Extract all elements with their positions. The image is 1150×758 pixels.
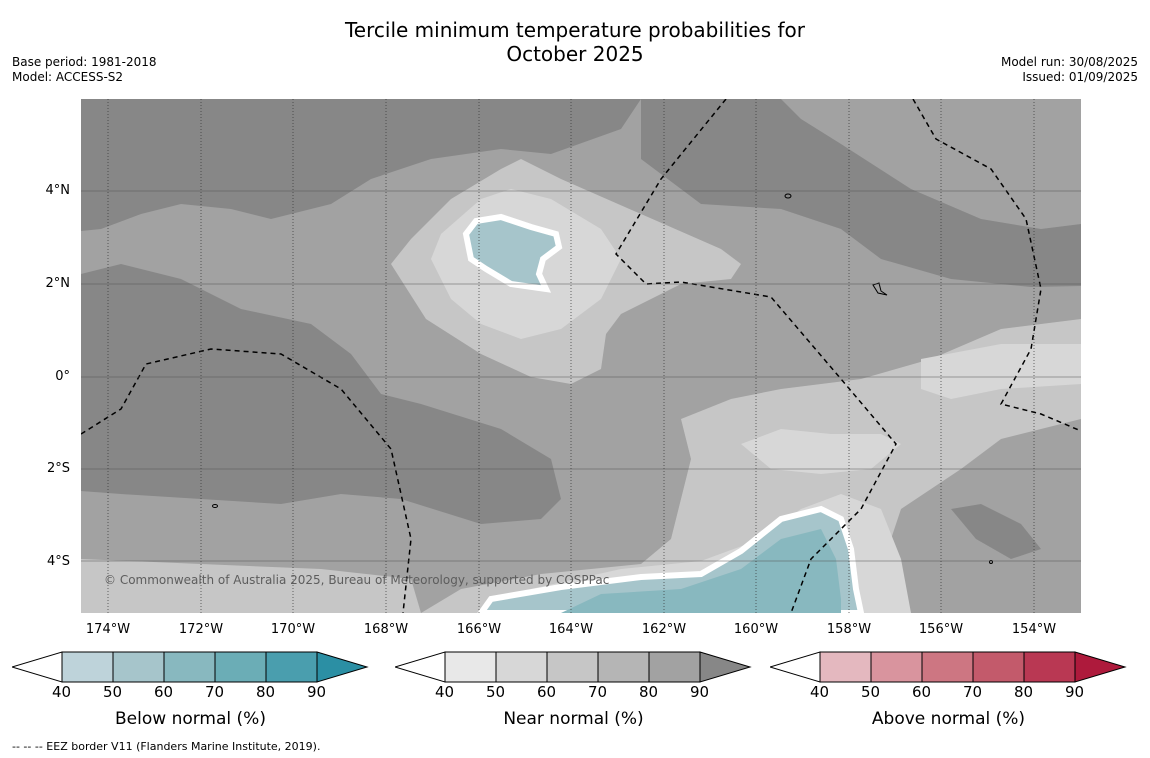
meta-left: Base period: 1981-2018 Model: ACCESS-S2 bbox=[12, 55, 157, 85]
tick: 50 bbox=[486, 683, 506, 701]
colorbar-near bbox=[395, 651, 752, 683]
tick: 40 bbox=[810, 683, 830, 701]
probability-map bbox=[81, 99, 1081, 613]
colorbar-above bbox=[770, 651, 1127, 683]
tick: 40 bbox=[435, 683, 455, 701]
tick: 80 bbox=[639, 683, 659, 701]
lon-label-162w: 162°W bbox=[641, 622, 687, 637]
region-near-90-east bbox=[951, 504, 1041, 559]
lat-label-4s: 4°S bbox=[46, 554, 70, 569]
colorbar-segment bbox=[112, 651, 165, 683]
colorbar-above-segments bbox=[819, 651, 1076, 683]
lat-label-2n: 2°N bbox=[45, 276, 71, 291]
lat-label-4n: 4°N bbox=[45, 183, 71, 198]
colorbar-near-over bbox=[699, 651, 752, 683]
colorbar-segment bbox=[214, 651, 267, 683]
island-3 bbox=[212, 504, 218, 508]
colorbar-segment bbox=[495, 651, 548, 683]
colorbar-segment bbox=[61, 651, 114, 683]
island-2 bbox=[872, 282, 888, 296]
tick: 80 bbox=[1014, 683, 1034, 701]
graticule bbox=[81, 190, 1081, 562]
colorbar-below-over bbox=[316, 651, 369, 683]
colorbar-segment bbox=[546, 651, 599, 683]
eez-border-west bbox=[81, 348, 412, 613]
meta-right: Model run: 30/08/2025 Issued: 01/09/2025 bbox=[1001, 55, 1138, 85]
island-1 bbox=[784, 193, 792, 199]
lon-label-168w: 168°W bbox=[363, 622, 409, 637]
region-near-80-southeast bbox=[921, 344, 1081, 399]
tick: 90 bbox=[1065, 683, 1085, 701]
lat-label-2s: 2°S bbox=[46, 461, 70, 476]
tick: 50 bbox=[103, 683, 123, 701]
tick: 50 bbox=[861, 683, 881, 701]
tick: 80 bbox=[256, 683, 276, 701]
colorbar-above-over bbox=[1074, 651, 1127, 683]
colorbar-segment bbox=[597, 651, 650, 683]
region-near-70-south bbox=[421, 319, 1081, 613]
tick: 60 bbox=[537, 683, 557, 701]
model-name: Model: ACCESS-S2 bbox=[12, 70, 124, 84]
colorbar-segment bbox=[648, 651, 701, 683]
lon-label-166w: 166°W bbox=[456, 622, 502, 637]
eez-border-east bbox=[912, 99, 1081, 432]
colorbar-near-segments bbox=[444, 651, 701, 683]
colorbar-above-label: Above normal (%) bbox=[871, 709, 1026, 729]
title-line-2: October 2025 bbox=[506, 42, 644, 66]
colorbar-below-label: Below normal (%) bbox=[115, 709, 266, 729]
lon-label-164w: 164°W bbox=[548, 622, 594, 637]
lon-label-172w: 172°W bbox=[178, 622, 224, 637]
copyright-watermark: © Commonwealth of Australia 2025, Bureau… bbox=[104, 573, 610, 587]
lon-label-174w: 174°W bbox=[85, 622, 131, 637]
eez-border-center bbox=[615, 99, 897, 613]
colorbar-segment bbox=[819, 651, 872, 683]
colorbar-near-label: Near normal (%) bbox=[503, 709, 644, 729]
island-4 bbox=[989, 560, 993, 564]
model-run: Model run: 30/08/2025 bbox=[1000, 55, 1138, 69]
tick: 40 bbox=[52, 683, 72, 701]
tick: 60 bbox=[912, 683, 932, 701]
colorbar-segment bbox=[1023, 651, 1076, 683]
colorbar-segment bbox=[870, 651, 923, 683]
region-near-80-south bbox=[741, 429, 901, 474]
colorbar-segment bbox=[444, 651, 497, 683]
title-line-1: Tercile minimum temperature probabilitie… bbox=[344, 18, 806, 42]
region-near-90-north bbox=[641, 99, 1081, 287]
tick: 60 bbox=[154, 683, 174, 701]
tick: 70 bbox=[205, 683, 225, 701]
lon-label-170w: 170°W bbox=[270, 622, 316, 637]
region-below-north bbox=[462, 213, 563, 293]
tick: 90 bbox=[690, 683, 710, 701]
colorbar-above-under bbox=[770, 651, 821, 683]
colorbar-segment bbox=[921, 651, 974, 683]
region-bottom-band bbox=[81, 559, 421, 613]
colorbar-below bbox=[12, 651, 369, 683]
map-title: Tercile minimum temperature probabilitie… bbox=[0, 18, 1150, 66]
tick: 70 bbox=[588, 683, 608, 701]
lon-label-156w: 156°W bbox=[918, 622, 964, 637]
lon-label-158w: 158°W bbox=[826, 622, 872, 637]
colorbar-below-segments bbox=[61, 651, 318, 683]
lon-label-160w: 160°W bbox=[733, 622, 779, 637]
colorbar-segment bbox=[972, 651, 1025, 683]
eez-footer-note: -- -- -- EEZ border V11 (Flanders Marine… bbox=[12, 740, 321, 753]
lon-label-154w: 154°W bbox=[1011, 622, 1057, 637]
colorbar-below-under bbox=[12, 651, 63, 683]
region-near-90-northwest bbox=[81, 99, 641, 231]
tick: 90 bbox=[307, 683, 327, 701]
lat-label-0: 0° bbox=[55, 369, 70, 384]
base-period: Base period: 1981-2018 bbox=[12, 55, 157, 69]
tick: 70 bbox=[963, 683, 983, 701]
colorbar-segment bbox=[163, 651, 216, 683]
colorbar-near-under bbox=[395, 651, 446, 683]
colorbar-segment bbox=[265, 651, 318, 683]
region-below-south-60 bbox=[561, 529, 841, 613]
issued-date: Issued: 01/09/2025 bbox=[1022, 70, 1138, 84]
